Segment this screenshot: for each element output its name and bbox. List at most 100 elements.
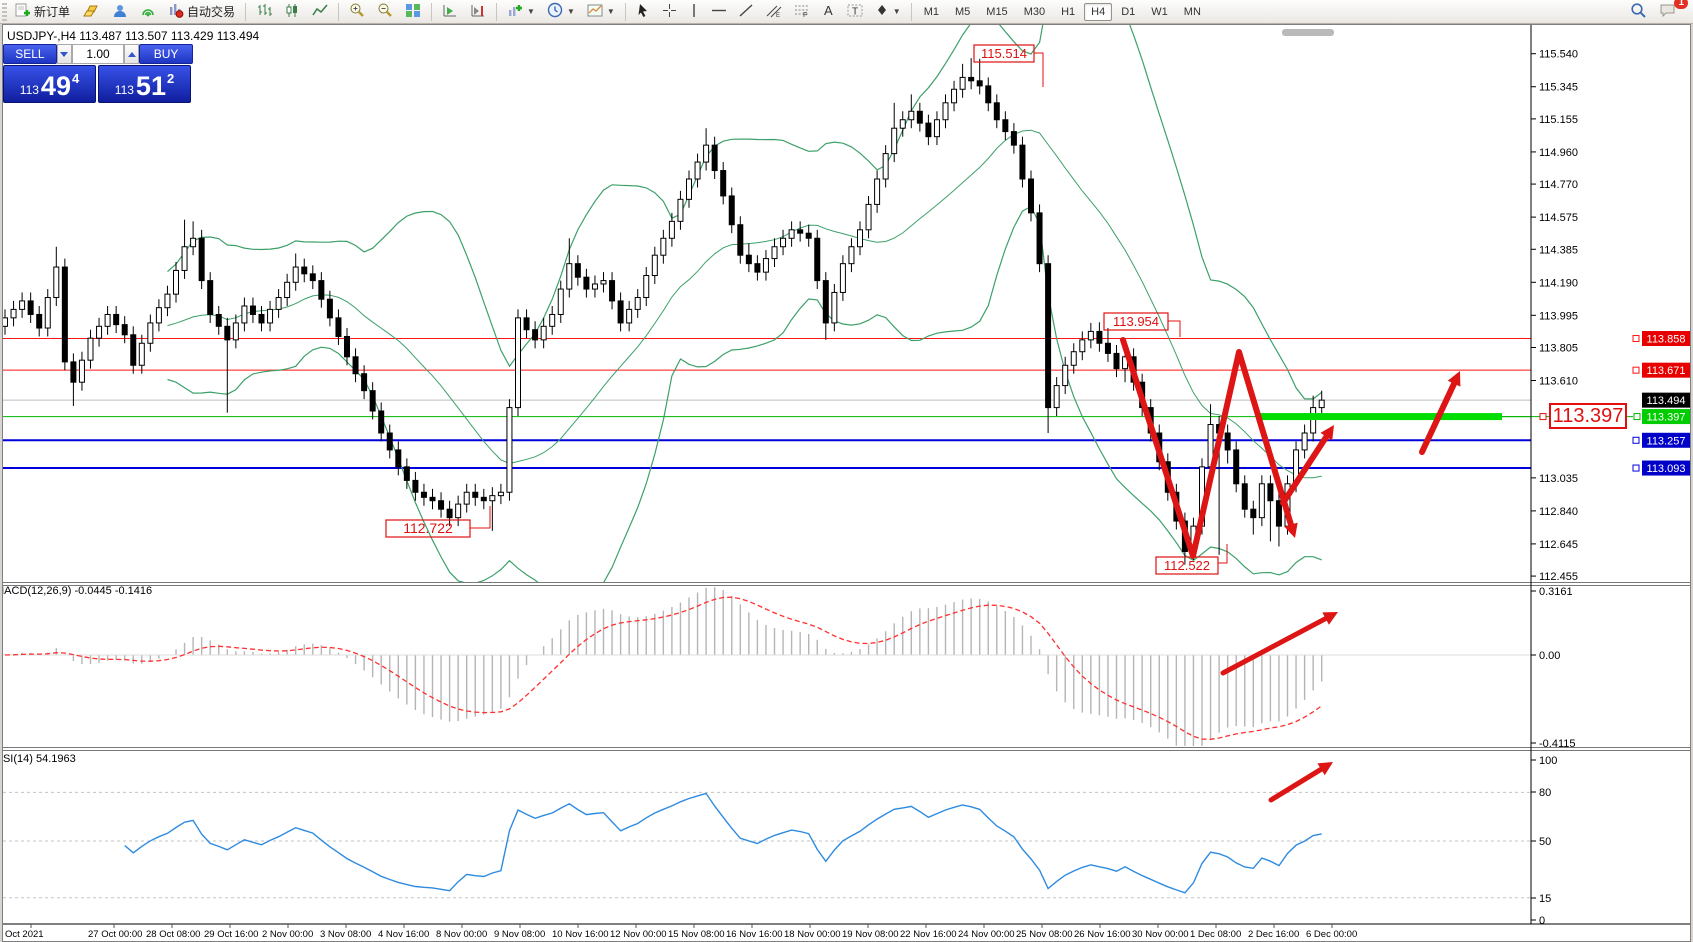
templates-button[interactable]: ▼ bbox=[582, 1, 620, 23]
chevron-down-icon[interactable]: ▼ bbox=[527, 7, 535, 16]
templates-icon bbox=[587, 3, 603, 21]
timeframe-button-M15[interactable]: M15 bbox=[986, 5, 1008, 18]
hline-handle[interactable] bbox=[1632, 335, 1640, 343]
sell-price-button[interactable]: 113 49 4 bbox=[3, 65, 96, 103]
bar-chart-button[interactable] bbox=[251, 1, 277, 23]
price-axis-badge-113.494: 113.494 bbox=[1642, 392, 1690, 408]
price-annotation-112.522[interactable]: 112.522 bbox=[1155, 544, 1228, 575]
chevron-down-icon[interactable]: ▼ bbox=[566, 7, 575, 16]
candlestick-icon bbox=[284, 3, 300, 21]
svg-text:113.257: 113.257 bbox=[1647, 435, 1686, 447]
time-axis: Oct 2021 27 Oct 00:00 28 Oct 08:00 29 Oct 1… bbox=[3, 923, 1690, 940]
timeframe-button-MN[interactable]: MN bbox=[1183, 5, 1201, 18]
chart-shift-button[interactable] bbox=[465, 1, 491, 23]
channel-button[interactable]: E bbox=[761, 1, 787, 23]
sell-button[interactable]: SELL bbox=[3, 44, 57, 64]
price-axis-badge-113.858: 113.858 bbox=[1642, 331, 1690, 347]
text-button[interactable]: A bbox=[817, 1, 840, 23]
price-callout-113397[interactable]: 113.397 bbox=[1549, 403, 1627, 429]
timeframe-button-D1[interactable]: D1 bbox=[1121, 5, 1136, 18]
zoom-in-button[interactable] bbox=[344, 1, 370, 23]
notification-badge: 1 bbox=[1674, 0, 1688, 9]
gold-button[interactable] bbox=[77, 1, 105, 23]
cursor-button[interactable] bbox=[631, 1, 655, 23]
rsi-line bbox=[124, 792, 1322, 894]
trend-arrow[interactable] bbox=[1268, 762, 1333, 803]
price-annotation-113.954[interactable]: 113.954 bbox=[1103, 312, 1181, 337]
rsi-axis-label: 100 bbox=[1539, 755, 1557, 767]
svg-text:112.722: 112.722 bbox=[403, 520, 453, 536]
chevron-down-icon[interactable]: ▼ bbox=[892, 7, 901, 16]
hline-handle[interactable] bbox=[1632, 436, 1640, 444]
bollinger-bands bbox=[167, 25, 1323, 582]
trendline-button[interactable] bbox=[734, 1, 759, 23]
toolbar-separator bbox=[496, 2, 498, 21]
trend-arrow[interactable] bbox=[1120, 337, 1298, 559]
time-axis-label: 8 Nov 00:00 bbox=[436, 929, 487, 940]
auto-scroll-icon bbox=[442, 3, 458, 21]
price-annotation-115.514[interactable]: 115.514 bbox=[973, 44, 1044, 87]
tile-windows-button[interactable] bbox=[400, 1, 426, 23]
timeframe-button-H4[interactable]: H4 bbox=[1084, 2, 1113, 21]
chart-window[interactable]: USDJPY-,H4 113.487 113.507 113.429 113.4… bbox=[2, 24, 1691, 942]
fibonacci-button[interactable]: F bbox=[789, 1, 815, 23]
macd-signal-line bbox=[4, 596, 1323, 740]
time-axis-label: 26 Nov 16:00 bbox=[1074, 929, 1131, 940]
time-axis-label: 2 Dec 16:00 bbox=[1248, 929, 1299, 940]
timeframe-button-M5[interactable]: M5 bbox=[955, 5, 971, 18]
horizontal-line-button[interactable] bbox=[706, 1, 732, 23]
timeframe-button-M1[interactable]: M1 bbox=[923, 5, 939, 18]
price-axis-badge-113.397: 113.397 bbox=[1642, 409, 1690, 425]
price-tick-label: 114.770 bbox=[1539, 179, 1578, 191]
signals-button[interactable] bbox=[135, 1, 161, 23]
time-axis-label: 9 Nov 08:00 bbox=[494, 929, 545, 940]
volume-decrease-button[interactable] bbox=[56, 44, 72, 64]
line-chart-button[interactable] bbox=[307, 1, 333, 23]
notifications-button[interactable]: 1 bbox=[1654, 0, 1688, 23]
highlighted-level-segment[interactable] bbox=[1259, 413, 1502, 421]
price-tick-label: 113.610 bbox=[1539, 376, 1578, 388]
timeframe-button-M30[interactable]: M30 bbox=[1023, 5, 1046, 18]
timeframe-button-H1[interactable]: H1 bbox=[1061, 5, 1076, 18]
time-axis-label: 12 Nov 00:00 bbox=[610, 929, 667, 940]
price-annotation-112.722[interactable]: 112.722 bbox=[385, 506, 491, 538]
time-axis-label: 22 Nov 16:00 bbox=[900, 929, 957, 940]
gold-icon bbox=[82, 3, 100, 21]
trend-arrow[interactable] bbox=[1220, 612, 1338, 676]
chart-canvas[interactable]: 113.397 115.514 113.954 112.722 112.522 115.5… bbox=[3, 25, 1690, 941]
toolbar-separator bbox=[624, 2, 626, 21]
chevron-down-icon[interactable]: ▼ bbox=[606, 7, 615, 16]
search-button[interactable] bbox=[1625, 1, 1652, 23]
crosshair-button[interactable] bbox=[657, 1, 682, 23]
rsi-indicator-label: RSI(14) 54.1963 bbox=[2, 753, 76, 765]
trend-arrow[interactable] bbox=[1419, 371, 1461, 455]
hline-handle[interactable] bbox=[1632, 366, 1640, 374]
timeframe-button-W1[interactable]: W1 bbox=[1151, 5, 1168, 18]
macd-indicator-label: MACD(12,26,9) -0.0445 -0.1416 bbox=[2, 585, 153, 597]
buy-price-button[interactable]: 113 51 2 bbox=[98, 65, 191, 103]
vertical-line-button[interactable] bbox=[684, 1, 704, 23]
autotrading-button[interactable]: 自动交易 bbox=[163, 1, 240, 23]
text-label-button[interactable]: T bbox=[842, 1, 868, 23]
volume-increase-button[interactable] bbox=[124, 44, 140, 64]
toolbar-drag-grip[interactable] bbox=[2, 2, 7, 21]
macd-axis-label: 0.00 bbox=[1539, 650, 1560, 662]
time-axis-label: Oct 2021 bbox=[5, 929, 44, 940]
new-order-button[interactable]: 新订单 bbox=[10, 1, 75, 23]
svg-text:113.397: 113.397 bbox=[1553, 405, 1624, 427]
chart-shift-marker[interactable] bbox=[1282, 29, 1334, 36]
zoom-out-icon bbox=[377, 2, 393, 21]
periods-button[interactable]: ▼ bbox=[542, 1, 580, 23]
candlestick-button[interactable] bbox=[279, 1, 305, 23]
trend-arrow[interactable] bbox=[1280, 425, 1334, 506]
zoom-out-button[interactable] bbox=[372, 1, 398, 23]
rsi-axis-label: 50 bbox=[1539, 836, 1551, 848]
indicators-button[interactable]: ▼ bbox=[502, 1, 540, 23]
arrows-button[interactable]: ▼ bbox=[870, 1, 906, 23]
hline-handle[interactable] bbox=[1632, 464, 1640, 472]
community-button[interactable] bbox=[107, 1, 133, 23]
auto-scroll-button[interactable] bbox=[437, 1, 463, 23]
time-axis-label: 2 Nov 00:00 bbox=[262, 929, 313, 940]
volume-input[interactable] bbox=[72, 44, 124, 64]
buy-button[interactable]: BUY bbox=[139, 44, 193, 64]
